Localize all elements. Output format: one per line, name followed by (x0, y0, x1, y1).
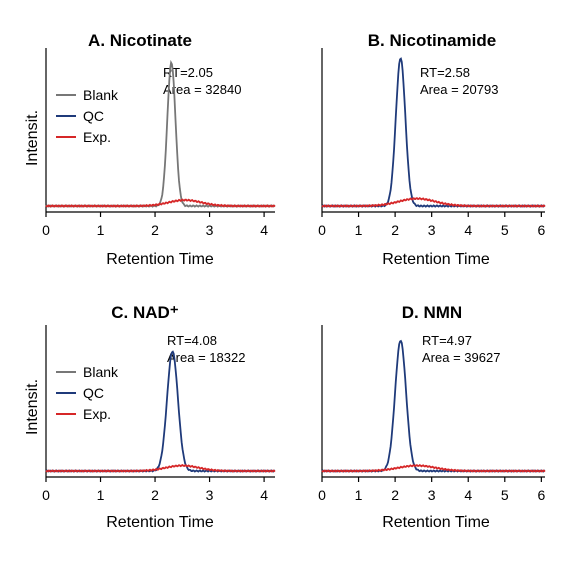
series-exp-line (321, 463, 546, 473)
x-axis-label: Retention Time (382, 251, 490, 268)
panel-title: D. NMN (402, 303, 462, 322)
series-qc-line (321, 57, 546, 208)
x-tick-label: 3 (428, 487, 436, 503)
legend-label: Blank (83, 364, 119, 380)
x-tick-label: 1 (97, 487, 105, 503)
x-axis-label: Retention Time (382, 514, 490, 531)
panel-title: C. NAD⁺ (111, 303, 179, 322)
x-tick-label: 3 (206, 222, 214, 238)
x-tick-label: 4 (260, 222, 268, 238)
panel-a: A. Nicotinate RT=2.05 Area = 32840 Inten… (24, 31, 276, 268)
x-tick-label: 1 (355, 487, 363, 503)
rt-annotation: RT=2.58 (420, 65, 470, 80)
x-tick-label: 0 (318, 222, 326, 238)
x-tick-label: 6 (537, 222, 545, 238)
x-tick-label: 1 (355, 222, 363, 238)
legend: Blank QC Exp. (56, 87, 119, 145)
rt-annotation: RT=4.08 (167, 333, 217, 348)
rt-annotation: RT=4.97 (422, 333, 472, 348)
x-tick-label: 2 (151, 487, 159, 503)
area-annotation: Area = 39627 (422, 350, 500, 365)
x-tick-label: 4 (464, 487, 472, 503)
x-tick-label: 5 (501, 487, 509, 503)
legend-label: Blank (83, 87, 119, 103)
x-tick-label: 3 (428, 222, 436, 238)
y-axis-label: Intensit. (24, 379, 41, 435)
x-tick-label: 4 (464, 222, 472, 238)
panel-title: A. Nicotinate (88, 31, 192, 50)
legend-label: QC (83, 108, 104, 124)
rt-annotation: RT=2.05 (163, 65, 213, 80)
plot-area: 0 1 2 3 4 5 6 (318, 325, 546, 503)
area-annotation: Area = 20793 (420, 82, 498, 97)
y-axis-label: Intensit. (24, 110, 41, 166)
series-exp-line (321, 196, 546, 208)
series-exp-line (45, 198, 276, 208)
area-annotation: Area = 18322 (167, 350, 245, 365)
legend-label: Exp. (83, 129, 111, 145)
series-exp-line (45, 463, 276, 473)
series-qc-line (45, 350, 276, 473)
area-annotation: Area = 32840 (163, 82, 241, 97)
x-axis-label: Retention Time (106, 251, 214, 268)
plot-area: 0 1 2 3 4 (42, 325, 276, 503)
panel-b: B. Nicotinamide RT=2.58 Area = 20793 Ret… (318, 31, 546, 268)
x-tick-label: 2 (391, 222, 399, 238)
x-axis-label: Retention Time (106, 514, 214, 531)
panel-c: C. NAD⁺ RT=4.08 Area = 18322 Intensit. R… (24, 303, 276, 531)
x-tick-label: 2 (151, 222, 159, 238)
x-tick-label: 6 (537, 487, 545, 503)
panel-d: D. NMN RT=4.97 Area = 39627 Retention Ti… (318, 303, 546, 531)
plot-area: 0 1 2 3 4 (42, 48, 276, 238)
x-tick-label: 0 (318, 487, 326, 503)
x-tick-label: 1 (97, 222, 105, 238)
legend-label: QC (83, 385, 104, 401)
x-tick-label: 0 (42, 222, 50, 238)
x-tick-label: 3 (206, 487, 214, 503)
legend: Blank QC Exp. (56, 364, 119, 422)
x-tick-label: 0 (42, 487, 50, 503)
panel-title: B. Nicotinamide (368, 31, 496, 50)
x-tick-label: 4 (260, 487, 268, 503)
x-tick-label: 5 (501, 222, 509, 238)
x-tick-label: 2 (391, 487, 399, 503)
plot-area: 0 1 2 3 4 5 6 (318, 48, 546, 238)
legend-label: Exp. (83, 406, 111, 422)
